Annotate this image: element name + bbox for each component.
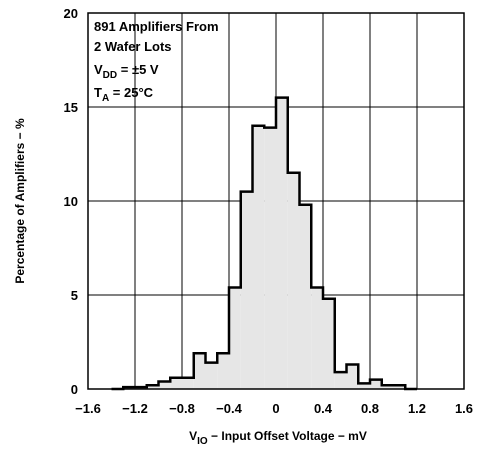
histogram-bar	[287, 172, 300, 389]
y-tick-label: 15	[64, 100, 78, 115]
histogram-bar	[252, 125, 265, 390]
x-tick-label: −1.6	[75, 401, 101, 416]
histogram-bar	[158, 381, 171, 389]
x-tick-label: 0.8	[361, 401, 379, 416]
histogram-bar	[229, 287, 241, 389]
annotation-line: VDD = ±5 V	[94, 62, 159, 81]
y-axis-label: Percentage of Amplifiers − %	[13, 118, 27, 284]
histogram	[111, 96, 417, 391]
histogram-bar	[193, 353, 206, 389]
x-tick-labels: −1.6 −1.2 −0.8 −0.4 0 0.4 0.8 1.2 1.6	[75, 401, 473, 416]
histogram-bar	[205, 362, 218, 389]
y-tick-label: 0	[71, 382, 78, 397]
histogram-bar	[323, 298, 335, 389]
y-tick-labels: 0 5 10 15 20	[64, 6, 78, 397]
histogram-bar	[299, 204, 312, 389]
x-axis-label: VIO − Input Offset Voltage − mV	[189, 429, 367, 447]
histogram-bar	[170, 377, 182, 389]
x-tick-label: −1.2	[122, 401, 148, 416]
annotation-line: TA = 25°C	[94, 85, 154, 104]
histogram-bar	[381, 385, 394, 389]
x-tick-label: −0.8	[169, 401, 195, 416]
histogram-bar	[334, 372, 347, 389]
x-tick-label: −0.4	[216, 401, 242, 416]
conditions-annotation: 891 Amplifiers From 2 Wafer Lots VDD = ±5 …	[94, 19, 219, 104]
histogram-bar	[146, 385, 159, 389]
x-tick-label: 0.4	[314, 401, 333, 416]
histogram-bar	[276, 97, 288, 389]
x-tick-label: 1.6	[455, 401, 473, 416]
y-tick-label: 5	[71, 288, 78, 303]
histogram-bar	[182, 377, 194, 389]
histogram-bar	[393, 385, 406, 389]
x-tick-label: 1.2	[408, 401, 426, 416]
histogram-bar	[217, 353, 229, 389]
histogram-bar	[370, 379, 382, 389]
annotation-line: 2 Wafer Lots	[94, 39, 172, 54]
annotation-line: 891 Amplifiers From	[94, 19, 219, 34]
y-tick-label: 20	[64, 6, 78, 21]
histogram-outline	[111, 96, 417, 391]
histogram-bar	[264, 127, 276, 390]
y-tick-label: 10	[64, 194, 78, 209]
histogram-bar	[358, 383, 370, 389]
histogram-bar	[311, 287, 323, 389]
plot-frame	[87, 12, 465, 390]
histogram-bar	[346, 364, 359, 389]
histogram-bar	[240, 191, 253, 389]
x-tick-label: 0	[272, 401, 279, 416]
